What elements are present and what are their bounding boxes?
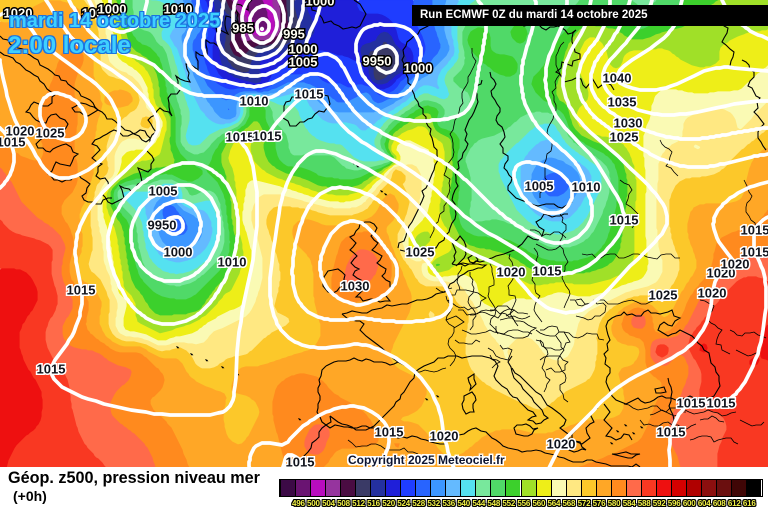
- svg-text:1000: 1000: [289, 42, 318, 57]
- svg-text:1015: 1015: [677, 396, 706, 411]
- svg-text:1010: 1010: [164, 2, 193, 17]
- svg-text:1020: 1020: [698, 286, 727, 301]
- svg-text:1005: 1005: [149, 184, 178, 199]
- svg-text:9950: 9950: [363, 54, 392, 69]
- svg-text:1020: 1020: [698, 286, 727, 301]
- svg-text:1010: 1010: [240, 94, 269, 109]
- svg-text:1010: 1010: [240, 94, 269, 109]
- svg-text:1000: 1000: [164, 245, 193, 260]
- svg-text:1015: 1015: [67, 283, 96, 298]
- svg-text:1015: 1015: [295, 87, 324, 102]
- svg-text:995: 995: [283, 27, 305, 42]
- svg-text:1015: 1015: [741, 223, 768, 238]
- svg-text:1010: 1010: [218, 255, 247, 270]
- svg-text:985: 985: [232, 21, 254, 36]
- svg-text:1005: 1005: [525, 179, 554, 194]
- svg-text:1000: 1000: [306, 0, 335, 9]
- svg-text:1020: 1020: [707, 266, 736, 281]
- svg-text:9950: 9950: [148, 218, 177, 233]
- svg-text:1015: 1015: [375, 425, 404, 440]
- svg-text:1020: 1020: [430, 429, 459, 444]
- svg-text:1030: 1030: [614, 116, 643, 131]
- svg-text:1025: 1025: [610, 130, 639, 145]
- svg-text:995: 995: [283, 27, 305, 42]
- svg-text:1020: 1020: [721, 257, 750, 272]
- svg-text:1030: 1030: [341, 279, 370, 294]
- svg-text:1020: 1020: [497, 265, 526, 280]
- svg-text:1015: 1015: [741, 245, 768, 260]
- svg-text:1020: 1020: [497, 265, 526, 280]
- svg-text:1015: 1015: [533, 264, 562, 279]
- svg-text:1020: 1020: [721, 257, 750, 272]
- svg-text:1035: 1035: [608, 95, 637, 110]
- svg-text:1015: 1015: [375, 425, 404, 440]
- svg-text:1005: 1005: [525, 179, 554, 194]
- svg-text:1040: 1040: [603, 71, 632, 86]
- svg-text:1020: 1020: [707, 266, 736, 281]
- svg-text:1015: 1015: [286, 455, 315, 468]
- svg-text:1015: 1015: [533, 264, 562, 279]
- svg-text:1015: 1015: [610, 213, 639, 228]
- svg-text:1015: 1015: [67, 283, 96, 298]
- svg-text:1015: 1015: [610, 213, 639, 228]
- svg-text:1015: 1015: [253, 129, 282, 144]
- svg-text:1015: 1015: [37, 362, 66, 377]
- svg-text:1025: 1025: [406, 245, 435, 260]
- svg-text:1020: 1020: [6, 124, 35, 139]
- svg-text:1025: 1025: [406, 245, 435, 260]
- svg-text:1010: 1010: [218, 255, 247, 270]
- svg-text:1000: 1000: [404, 61, 433, 76]
- svg-text:1015: 1015: [295, 87, 324, 102]
- svg-text:1000: 1000: [98, 2, 127, 17]
- svg-text:1025: 1025: [610, 130, 639, 145]
- svg-text:1015: 1015: [37, 362, 66, 377]
- svg-text:1015: 1015: [657, 425, 686, 440]
- svg-text:1015: 1015: [0, 135, 25, 150]
- svg-text:1010: 1010: [572, 180, 601, 195]
- svg-text:1020: 1020: [6, 124, 35, 139]
- svg-text:1005: 1005: [82, 6, 111, 21]
- svg-text:1040: 1040: [603, 71, 632, 86]
- svg-text:1015: 1015: [657, 425, 686, 440]
- svg-text:1030: 1030: [341, 279, 370, 294]
- svg-text:1015: 1015: [226, 130, 255, 145]
- svg-text:9950: 9950: [148, 218, 177, 233]
- svg-text:1030: 1030: [614, 116, 643, 131]
- svg-text:1020: 1020: [547, 437, 576, 452]
- svg-text:1020: 1020: [4, 6, 33, 21]
- svg-text:1015: 1015: [286, 455, 315, 468]
- svg-text:1020: 1020: [547, 437, 576, 452]
- svg-text:1035: 1035: [608, 95, 637, 110]
- svg-text:1025: 1025: [36, 126, 65, 141]
- svg-text:1000: 1000: [164, 245, 193, 260]
- svg-text:1015: 1015: [707, 396, 736, 411]
- svg-text:1015: 1015: [707, 396, 736, 411]
- svg-text:1000: 1000: [306, 0, 335, 9]
- svg-text:1025: 1025: [649, 288, 678, 303]
- svg-text:1010: 1010: [164, 2, 193, 17]
- svg-text:1010: 1010: [572, 180, 601, 195]
- svg-text:1015: 1015: [253, 129, 282, 144]
- svg-text:1000: 1000: [98, 2, 127, 17]
- svg-text:1000: 1000: [404, 61, 433, 76]
- svg-text:1025: 1025: [649, 288, 678, 303]
- svg-text:1000: 1000: [289, 42, 318, 57]
- svg-text:1015: 1015: [677, 396, 706, 411]
- svg-text:1025: 1025: [36, 126, 65, 141]
- svg-text:1015: 1015: [0, 135, 25, 150]
- svg-text:985: 985: [232, 21, 254, 36]
- svg-text:9950: 9950: [363, 54, 392, 69]
- svg-text:1020: 1020: [4, 6, 33, 21]
- svg-text:1015: 1015: [741, 223, 768, 238]
- svg-text:1005: 1005: [289, 55, 318, 70]
- svg-text:1005: 1005: [82, 6, 111, 21]
- svg-text:1015: 1015: [741, 245, 768, 260]
- svg-text:1005: 1005: [149, 184, 178, 199]
- svg-text:1005: 1005: [289, 55, 318, 70]
- svg-text:1015: 1015: [226, 130, 255, 145]
- svg-text:1020: 1020: [430, 429, 459, 444]
